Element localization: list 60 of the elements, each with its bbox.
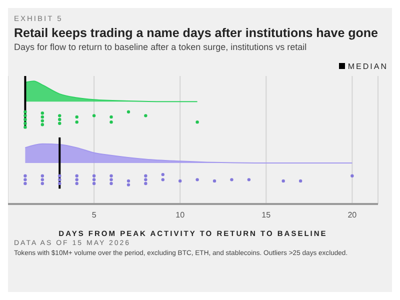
point — [24, 118, 27, 122]
point — [126, 179, 130, 183]
point — [247, 178, 251, 182]
point — [196, 178, 199, 182]
point — [24, 126, 27, 129]
point — [75, 174, 78, 178]
point — [92, 178, 96, 182]
point — [212, 179, 216, 183]
point — [144, 174, 148, 178]
point — [24, 122, 27, 125]
point — [40, 123, 44, 126]
point — [58, 114, 62, 118]
point — [230, 178, 234, 182]
point — [40, 174, 44, 178]
point — [144, 114, 148, 118]
point — [178, 179, 182, 183]
point — [298, 179, 302, 183]
point — [58, 178, 62, 182]
x-tick-label: 5 — [92, 210, 97, 220]
legend-label: MEDIAN — [346, 60, 388, 72]
point — [282, 179, 285, 183]
point — [110, 120, 113, 124]
point — [92, 114, 96, 118]
chart-subtitle: Days for flow to return to baseline after a token surge, institutions vs retail — [14, 42, 308, 52]
point — [110, 178, 113, 182]
point — [40, 178, 44, 182]
x-tick-label: 10 — [176, 210, 186, 220]
point — [24, 182, 27, 186]
point — [24, 114, 27, 118]
point — [196, 120, 199, 124]
point — [110, 182, 113, 186]
x-tick-label: 20 — [348, 210, 358, 220]
point — [110, 174, 113, 178]
point — [24, 178, 27, 182]
point — [24, 110, 27, 114]
point — [110, 115, 113, 119]
point — [161, 178, 164, 182]
point — [161, 172, 164, 176]
point — [40, 115, 44, 119]
point — [40, 112, 44, 115]
point — [58, 174, 62, 178]
chart-title: Retail keeps trading a name days after institutions have gone — [14, 26, 379, 40]
point — [40, 119, 44, 122]
point — [126, 183, 130, 186]
point — [126, 110, 130, 114]
point — [40, 182, 44, 186]
point — [24, 174, 27, 178]
point — [144, 182, 148, 186]
point — [92, 174, 96, 178]
point — [58, 118, 62, 122]
point — [75, 115, 78, 119]
point — [58, 122, 62, 125]
point — [75, 178, 78, 182]
x-tick-label: 15 — [262, 210, 272, 220]
point — [92, 182, 96, 186]
point — [75, 182, 78, 186]
point — [144, 178, 148, 182]
point — [350, 174, 354, 178]
point — [75, 120, 78, 124]
point — [58, 182, 62, 186]
